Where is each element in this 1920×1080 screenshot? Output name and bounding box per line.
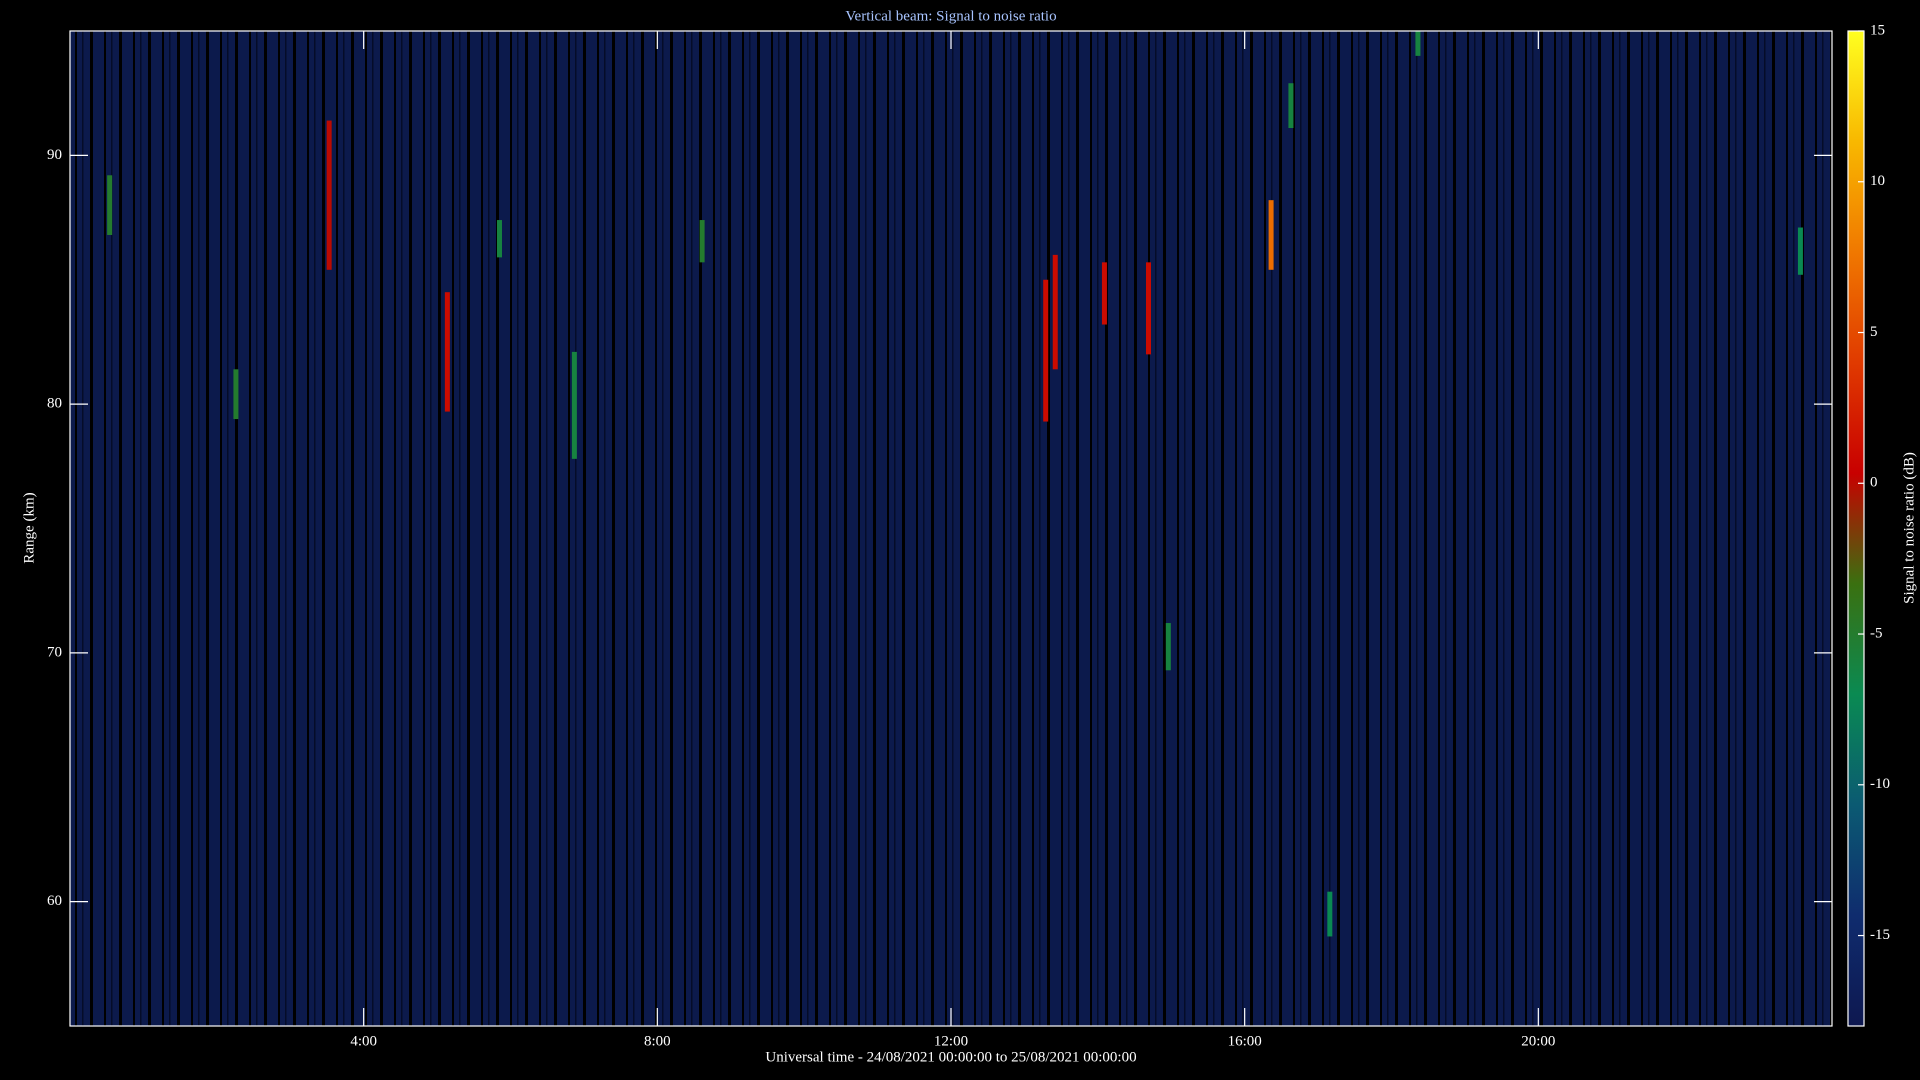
y-tick-label: 70 (47, 644, 62, 660)
y-tick-label: 80 (47, 396, 62, 412)
echo-cell (1043, 279, 1049, 422)
colorbar-tick-label: -10 (1870, 776, 1890, 792)
x-tick-label: 16:00 (1228, 1033, 1262, 1049)
x-tick-label: 8:00 (644, 1033, 671, 1049)
echo-cell (571, 351, 577, 459)
echo-cell (1415, 31, 1421, 56)
x-tick-label: 12:00 (934, 1033, 968, 1049)
colorbar-tick-label: 0 (1870, 475, 1878, 491)
colorbar-tick-label: -15 (1870, 927, 1890, 943)
colorbar-tick-label: 15 (1870, 22, 1885, 38)
echo-cell (444, 292, 450, 412)
echo-cell (1797, 227, 1803, 275)
y-tick-label: 90 (47, 147, 62, 163)
echo-cell (1288, 83, 1294, 129)
x-tick-label: 4:00 (350, 1033, 377, 1049)
x-tick-label: 20:00 (1521, 1033, 1555, 1049)
echo-cell (1145, 262, 1151, 355)
echo-cell (699, 220, 705, 263)
chart-title: Vertical beam: Signal to noise ratio (845, 8, 1056, 24)
echo-cell (1268, 200, 1274, 270)
echo-cell (233, 369, 239, 420)
echo-cell (326, 120, 332, 270)
echo-cell (496, 220, 502, 258)
colorbar-tick-label: -5 (1870, 625, 1883, 641)
x-axis-label: Universal time - 24/08/2021 00:00:00 to … (765, 1049, 1136, 1065)
y-axis-label: Range (km) (21, 492, 37, 563)
y-tick-label: 60 (47, 893, 62, 909)
echo-cell (1165, 623, 1171, 671)
colorbar-tick-label: 10 (1870, 173, 1885, 189)
plot-background (70, 31, 1832, 1026)
colorbar-tick-label: 5 (1870, 324, 1878, 340)
colorbar-label: Signal to noise ratio (dB) (1901, 452, 1917, 604)
echo-cell (1052, 254, 1058, 370)
colorbar (1847, 30, 1865, 1027)
echo-cell (107, 175, 113, 235)
echo-cell (1327, 891, 1333, 937)
echo-cell (1101, 262, 1107, 325)
